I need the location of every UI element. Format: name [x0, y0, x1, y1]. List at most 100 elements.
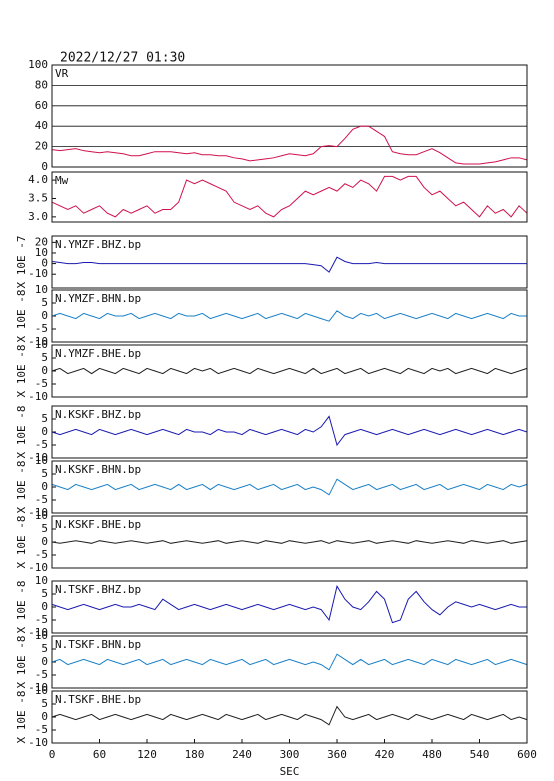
y-tick-label: 0 [41, 364, 48, 377]
y-tick-label: -5 [35, 438, 48, 451]
panel-frame [51, 344, 528, 398]
panel-label: N.YMZF.BHE.bp [55, 347, 141, 360]
y-tick-label: 40 [35, 119, 48, 132]
y-tick-label: 0 [41, 480, 48, 493]
panel-label: N.KSKF.BHZ.bp [55, 408, 141, 421]
y-tick-label: 10 [35, 574, 48, 587]
y-tick-label: 5 [41, 697, 48, 710]
x-tick-label: 300 [280, 748, 300, 761]
y-tick-label: -5 [35, 723, 48, 736]
y-tick-label: 5 [41, 522, 48, 535]
panel-frame [51, 405, 528, 459]
x-tick-label: 600 [517, 748, 537, 761]
y-tick-label: 10 [35, 629, 48, 642]
y-tick-label: -5 [35, 493, 48, 506]
y-tick-label: -10 [28, 451, 48, 464]
y-tick-label: 3.5 [28, 191, 48, 204]
y-tick-label: 5 [41, 642, 48, 655]
trace [51, 540, 528, 544]
y-tick-label: 0 [41, 425, 48, 438]
y-tick-label: 10 [35, 684, 48, 697]
panel-label: N.KSKF.BHE.bp [55, 518, 141, 531]
y-tick-label: 20 [35, 140, 48, 153]
y-axis-label: X 10E -7 [15, 236, 28, 289]
panel-label: N.KSKF.BHN.bp [55, 463, 141, 476]
y-tick-label: -10 [28, 267, 48, 280]
y-tick-label: -5 [35, 548, 48, 561]
trace [51, 310, 527, 322]
x-tick-label: 240 [232, 748, 252, 761]
trace [51, 125, 528, 165]
y-tick-label: 10 [35, 283, 48, 296]
y-tick-label: 5 [41, 467, 48, 480]
panel-frame [51, 460, 528, 514]
panel-frame [51, 635, 528, 689]
y-tick-label: -10 [28, 626, 48, 639]
y-tick-label: -10 [28, 561, 48, 574]
y-tick-label: 5 [41, 351, 48, 364]
x-tick-label: 120 [137, 748, 157, 761]
x-tick-label: 60 [93, 748, 106, 761]
y-tick-label: -10 [28, 335, 48, 348]
x-tick-label: 540 [470, 748, 490, 761]
panel-frame [51, 289, 528, 343]
y-tick-label: -5 [35, 322, 48, 335]
panel-frame [51, 515, 528, 569]
y-tick-label: 0 [41, 710, 48, 723]
trace [51, 367, 528, 375]
y-tick-label: 0 [41, 535, 48, 548]
y-axis-label: X 10E -8 [15, 406, 28, 459]
figure-title: 2022/12/27 01:30 [60, 51, 185, 66]
y-axis-label: X 10E -8 [15, 581, 28, 634]
x-tick-label: 420 [375, 748, 395, 761]
x-axis-label: SEC [280, 765, 300, 778]
trace [51, 175, 528, 218]
y-tick-label: 5 [41, 412, 48, 425]
panel-label: N.YMZF.BHZ.bp [55, 238, 141, 251]
y-axis-label: X 10E -8 [15, 516, 28, 569]
y-tick-label: 4.0 [28, 173, 48, 186]
panel-label: N.TSKF.BHE.bp [55, 693, 141, 706]
panel-label: N.TSKF.BHN.bp [55, 638, 141, 651]
panel-frame [51, 171, 528, 223]
y-tick-label: 10 [35, 338, 48, 351]
y-tick-label: -5 [35, 668, 48, 681]
y-axis-label: X 10E -8 [15, 290, 28, 343]
y-tick-label: 0 [41, 600, 48, 613]
panel-frame [51, 580, 528, 634]
y-tick-label: -10 [28, 390, 48, 403]
y-tick-label: 5 [41, 587, 48, 600]
y-tick-label: -10 [28, 736, 48, 749]
y-tick-label: 3.0 [28, 210, 48, 223]
panel-label: N.TSKF.BHZ.bp [55, 583, 141, 596]
y-tick-label: -5 [35, 613, 48, 626]
y-tick-label: 80 [35, 78, 48, 91]
trace [51, 705, 528, 726]
y-axis-label: X 10E -8 [15, 461, 28, 514]
y-tick-label: 0 [41, 655, 48, 668]
y-axis-label: X 10E -8 [15, 636, 28, 689]
y-tick-label: -5 [35, 377, 48, 390]
panel-frame [51, 690, 528, 744]
y-axis-label: X 10E -8 [15, 345, 28, 398]
y-tick-label: 0 [41, 257, 48, 270]
y-tick-label: 5 [41, 296, 48, 309]
y-tick-label: 10 [35, 454, 48, 467]
panel-label: N.YMZF.BHN.bp [55, 292, 141, 305]
y-tick-label: -10 [28, 506, 48, 519]
y-tick-label: 10 [35, 246, 48, 259]
y-tick-label: 0 [41, 160, 48, 173]
trace [51, 256, 527, 273]
trace [51, 584, 527, 624]
trace [51, 653, 528, 671]
y-tick-label: 20 [35, 235, 48, 248]
trace [51, 415, 528, 447]
panel-label: Mw [55, 174, 69, 187]
x-tick-label: 0 [49, 748, 56, 761]
trace [51, 478, 528, 496]
panel-frame [51, 235, 528, 289]
y-tick-label: 60 [35, 99, 48, 112]
x-tick-label: 480 [422, 748, 442, 761]
x-tick-label: 180 [185, 748, 205, 761]
